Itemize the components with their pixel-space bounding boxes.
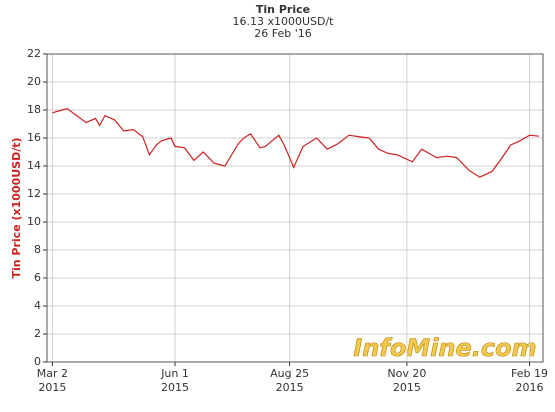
x-tick-label: Mar 2 bbox=[37, 367, 68, 380]
y-tick-label: 20 bbox=[27, 75, 41, 88]
y-tick-label: 6 bbox=[34, 271, 41, 284]
x-tick-label: 2016 bbox=[516, 381, 544, 394]
price-line bbox=[52, 107, 540, 178]
y-tick-label: 18 bbox=[27, 103, 41, 116]
x-tick-label: Feb 19 bbox=[511, 367, 548, 380]
y-axis-label: Tin Price (x1000USD/t) bbox=[10, 137, 23, 278]
watermark: InfoMine.com bbox=[353, 334, 536, 362]
y-tick-label: 12 bbox=[27, 187, 41, 200]
x-tick-label: Nov 20 bbox=[387, 367, 426, 380]
y-tick-label: 16 bbox=[27, 131, 41, 144]
y-tick-label: 0 bbox=[34, 355, 41, 368]
chart-subtitle: 16.13 x1000USD/t bbox=[232, 15, 334, 28]
x-tick-label: 2015 bbox=[161, 381, 189, 394]
y-tick-label: 14 bbox=[27, 159, 41, 172]
chart-title: Tin Price bbox=[256, 3, 310, 16]
y-tick-label: 22 bbox=[27, 47, 41, 60]
y-tick-label: 4 bbox=[34, 299, 41, 312]
x-tick-label: 2015 bbox=[38, 381, 66, 394]
y-tick-label: 10 bbox=[27, 215, 41, 228]
date-label: 26 Feb '16 bbox=[254, 27, 312, 40]
x-tick-label: 2015 bbox=[393, 381, 421, 394]
plot-frame bbox=[46, 53, 544, 363]
y-tick-label: 8 bbox=[34, 243, 41, 256]
y-tick-label: 2 bbox=[34, 327, 41, 340]
x-tick-label: Aug 25 bbox=[270, 367, 309, 380]
x-tick-label: 2015 bbox=[276, 381, 304, 394]
x-tick-label: Jun 1 bbox=[160, 367, 189, 380]
